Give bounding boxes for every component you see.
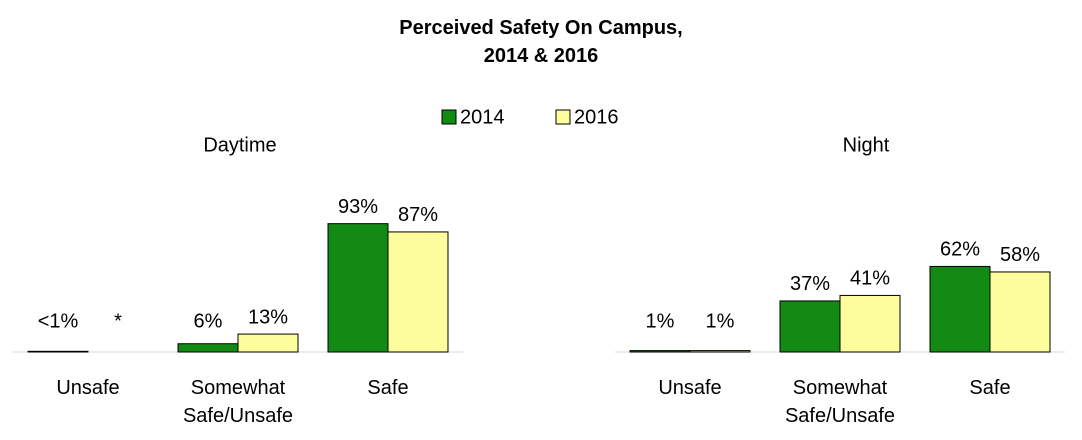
data-label: 58% <box>1000 244 1040 266</box>
legend-swatch <box>441 109 457 125</box>
bar <box>989 271 1051 353</box>
data-label: 41% <box>850 268 890 290</box>
panel-title: Night <box>843 134 890 156</box>
legend-label: 2014 <box>460 106 505 128</box>
x-tick-label: Safe <box>969 377 1011 399</box>
bar <box>779 300 841 353</box>
x-tick-label: Somewhat Safe/Unsafe <box>182 377 294 427</box>
bar <box>387 231 449 353</box>
data-label: 93% <box>338 196 378 218</box>
x-tick-label: Unsafe <box>56 377 120 399</box>
data-label: 62% <box>940 239 980 261</box>
data-label: * <box>114 310 122 332</box>
panel-title: Daytime <box>203 134 276 156</box>
legend-label: 2016 <box>574 106 619 128</box>
bar <box>689 350 751 353</box>
chart-title: Perceived Safety On Campus, 2014 & 2016 <box>399 17 683 67</box>
data-label: 13% <box>248 306 288 328</box>
bar <box>27 350 89 353</box>
data-label: 37% <box>790 273 830 295</box>
data-label: <1% <box>38 310 79 332</box>
bar <box>629 350 691 353</box>
data-label: 1% <box>646 310 675 332</box>
data-label: 6% <box>194 310 223 332</box>
bar <box>327 223 389 353</box>
data-label: 87% <box>398 204 438 226</box>
data-label: 1% <box>706 310 735 332</box>
bar <box>237 333 299 353</box>
x-tick-label: Somewhat Safe/Unsafe <box>784 377 896 427</box>
legend-swatch <box>555 109 571 125</box>
x-tick-label: Safe <box>367 377 409 399</box>
bar <box>929 265 991 353</box>
bar <box>177 343 239 353</box>
bar <box>839 294 901 353</box>
x-tick-label: Unsafe <box>658 377 722 399</box>
